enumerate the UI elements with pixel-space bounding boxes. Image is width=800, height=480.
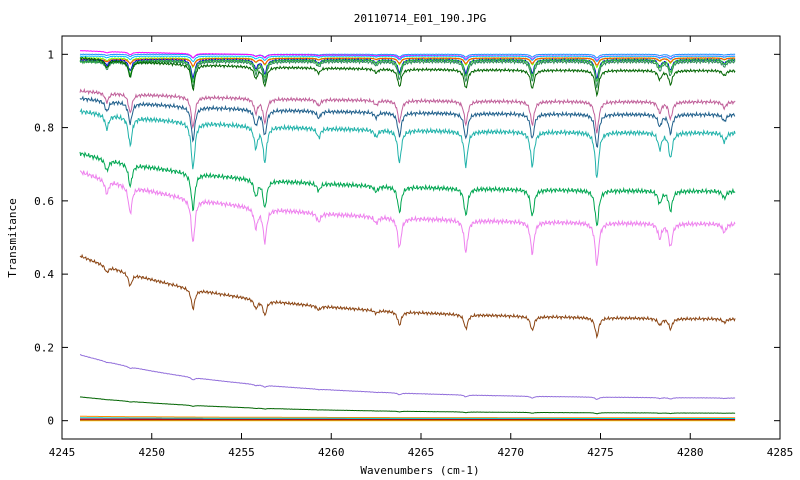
- x-tick-label: 4245: [49, 446, 76, 459]
- y-tick-label: 0.8: [34, 122, 54, 135]
- x-tick-label: 4265: [408, 446, 435, 459]
- series-line: [79, 95, 736, 148]
- series-line: [80, 50, 736, 62]
- series-line: [79, 87, 736, 134]
- y-tick-label: 0: [47, 415, 54, 428]
- series-line: [79, 55, 736, 98]
- y-tick-label: 0.2: [34, 341, 54, 354]
- series-line: [79, 396, 736, 415]
- series-line: [79, 170, 736, 266]
- x-tick-label: 4270: [498, 446, 525, 459]
- series-group: [79, 50, 736, 422]
- series-line: [79, 151, 736, 227]
- x-tick-label: 4255: [228, 446, 255, 459]
- chart-title: 20110714_E01_190.JPG: [354, 12, 486, 25]
- y-tick-label: 0.4: [34, 268, 54, 281]
- x-tick-label: 4260: [318, 446, 345, 459]
- series-line: [79, 107, 736, 178]
- x-tick-label: 4250: [139, 446, 166, 459]
- series-line: [79, 253, 736, 340]
- series-line: [80, 417, 736, 419]
- x-tick-label: 4285: [767, 446, 794, 459]
- y-axis-label: Transmitance: [6, 198, 19, 277]
- series-line: [79, 57, 736, 67]
- series-line: [79, 53, 736, 59]
- x-tick-label: 4280: [677, 446, 704, 459]
- x-axis-label: Wavenumbers (cm-1): [360, 464, 479, 477]
- y-tick-label: 1: [47, 48, 54, 61]
- series-line: [79, 59, 736, 89]
- series-line: [80, 415, 736, 419]
- series-line: [79, 354, 736, 401]
- axis-ticks: 4245 4250 4255 4260 4265 4270 4275 4280 4285 0 0.2…: [34, 36, 793, 459]
- x-tick-label: 4275: [587, 446, 614, 459]
- y-tick-label: 0.6: [34, 195, 54, 208]
- series-line: [79, 55, 736, 63]
